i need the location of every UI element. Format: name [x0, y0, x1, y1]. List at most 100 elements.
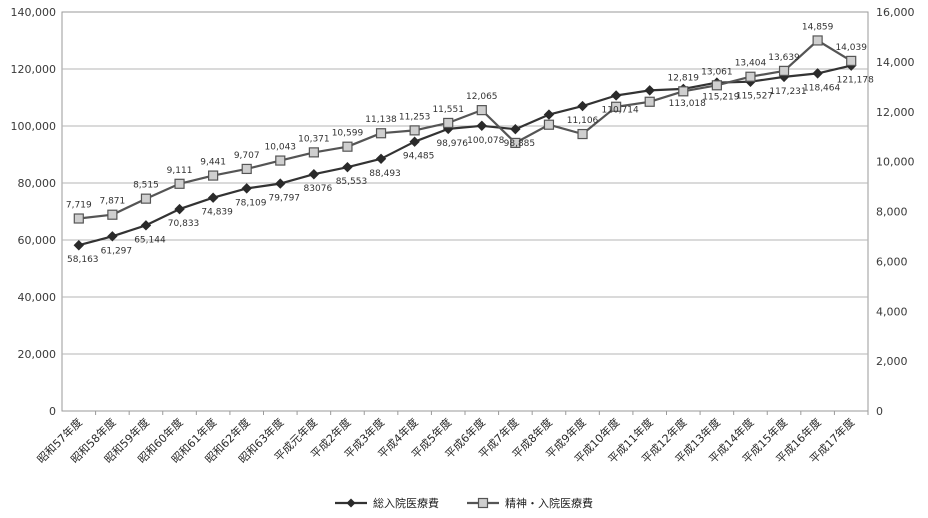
series-2-data-label: 11,106 [567, 116, 599, 126]
series-2-data-label: 13,061 [701, 67, 733, 77]
left-y-tick-label: 140,000 [11, 6, 57, 19]
series-2-point [778, 65, 790, 76]
right-y-tick-label: 8,000 [876, 206, 908, 219]
series-2-point [409, 125, 420, 136]
legend: 総入院医療費 精神・入院医療費 [327, 492, 597, 512]
series-2-data-label: 12,065 [466, 92, 498, 102]
series-2-point [510, 137, 521, 149]
series-1-data-label: 83076 [304, 184, 333, 194]
series-1-point [241, 183, 252, 194]
series-1-data-label: 121,178 [837, 76, 874, 86]
series-1-data-label: 115,219 [702, 93, 739, 103]
series-1-data-label: 98,885 [504, 139, 536, 149]
series-1-data-label: 74,839 [201, 208, 233, 218]
legend-box [327, 492, 597, 512]
series-1-point [409, 136, 420, 147]
right-y-tick-label: 6,000 [876, 255, 908, 268]
series-2-point [812, 35, 823, 46]
series-1-point [644, 85, 655, 96]
series-line-2 [78, 39, 852, 220]
left-y-tick-label: 20,000 [18, 348, 57, 361]
series-2-point [275, 155, 286, 166]
series-2-point [543, 119, 555, 130]
series-1-data-label: 65,144 [134, 235, 166, 245]
right-y-axis: 0 2,000 4,000 6,000 8,000 10,000 12,000 14,000 1… [876, 6, 915, 418]
series-2-point [644, 96, 655, 107]
series-1-data-label: 70,833 [168, 219, 200, 229]
left-y-tick-label: 80,000 [18, 177, 57, 190]
series-2-point [208, 170, 219, 181]
series-1-data-label: 78,109 [235, 198, 267, 208]
series-1-data-label: 94,485 [403, 152, 435, 162]
series-2-point [476, 105, 487, 116]
right-y-tick-label: 12,000 [876, 106, 915, 119]
right-y-tick-label: 0 [876, 405, 883, 418]
series-2-data-label: 10,599 [332, 129, 364, 139]
series-1-point [812, 68, 823, 79]
legend-label: 総入院医療費 [373, 496, 439, 510]
series-1-point [476, 120, 487, 131]
series-2-data-label: 7,871 [99, 197, 125, 207]
legend-marker-diamond [346, 498, 356, 508]
right-y-tick-label: 16,000 [876, 6, 915, 19]
series-2-point [577, 128, 588, 140]
series-1-point [107, 231, 118, 242]
series-2-point [611, 101, 622, 112]
right-y-tick-label: 14,000 [876, 56, 915, 69]
right-y-tick-label: 10,000 [876, 156, 915, 169]
series-2-point [375, 128, 387, 139]
series-1-point [207, 192, 219, 203]
series-1-data-label: 118,464 [803, 83, 840, 93]
series-2-point [140, 193, 152, 204]
series-1-data-label: 88,493 [369, 169, 401, 179]
series-2-data-label: 13,639 [768, 53, 800, 63]
series-2-data-label: 14,859 [802, 22, 834, 32]
series-line-1 [78, 64, 852, 247]
series-1-data-label: 98,976 [436, 139, 468, 149]
series-1-data-label: 117,231 [769, 87, 806, 97]
left-y-tick-label: 120,000 [11, 63, 57, 76]
left-y-tick-label: 100,000 [11, 120, 57, 133]
series-1-data-label: 58,163 [67, 255, 99, 265]
series-2-data-label: 9,707 [234, 151, 260, 161]
series-2-point [174, 178, 185, 189]
series-2-point [745, 71, 756, 82]
series-1-data-label: 85,553 [336, 177, 368, 187]
series-1-data-label: 113,018 [669, 99, 706, 109]
series-2-data-label: 9,111 [167, 166, 193, 176]
series-1-data-label: 115,527 [736, 92, 773, 102]
series-2-data-label: 14,039 [835, 43, 867, 53]
series-2-data-label: 9,441 [200, 158, 226, 168]
series-1-point [174, 203, 185, 215]
series-2-point [443, 117, 454, 129]
series-layer [73, 35, 857, 251]
series-1-point [140, 220, 152, 231]
series-2-data-label: 11,551 [432, 105, 464, 115]
series-2-point [73, 213, 84, 224]
x-axis: 昭和57年度昭和58年度昭和59年度昭和60年度昭和61年度昭和62年度昭和63… [34, 411, 869, 466]
series-1-point [577, 100, 588, 112]
series-2-point [678, 86, 689, 97]
left-y-axis: 0 20,000 40,000 60,000 80,000 100,000 120,000 1… [11, 6, 57, 418]
series-2-data-label: 10,043 [265, 143, 297, 153]
series-1-point [308, 169, 320, 180]
series-2-point [342, 141, 353, 152]
series-2-data-label: 11,253 [399, 112, 431, 122]
left-y-tick-label: 0 [49, 405, 56, 418]
series-1-data-label: 61,297 [101, 246, 133, 256]
series-2-point [107, 209, 118, 220]
legend-marker-square [477, 497, 489, 509]
series-1-data-label: 100,078 [467, 136, 504, 146]
series-1-point [375, 153, 387, 165]
legend-label: 精神・入院医療費 [505, 496, 593, 510]
left-y-tick-label: 40,000 [18, 291, 57, 304]
series-2-data-label: 7,719 [66, 201, 92, 211]
series-1-point [543, 109, 555, 120]
left-y-tick-label: 60,000 [18, 234, 57, 247]
series-1-point [342, 161, 353, 173]
series-1-point [275, 178, 286, 189]
series-1-point [73, 240, 84, 251]
